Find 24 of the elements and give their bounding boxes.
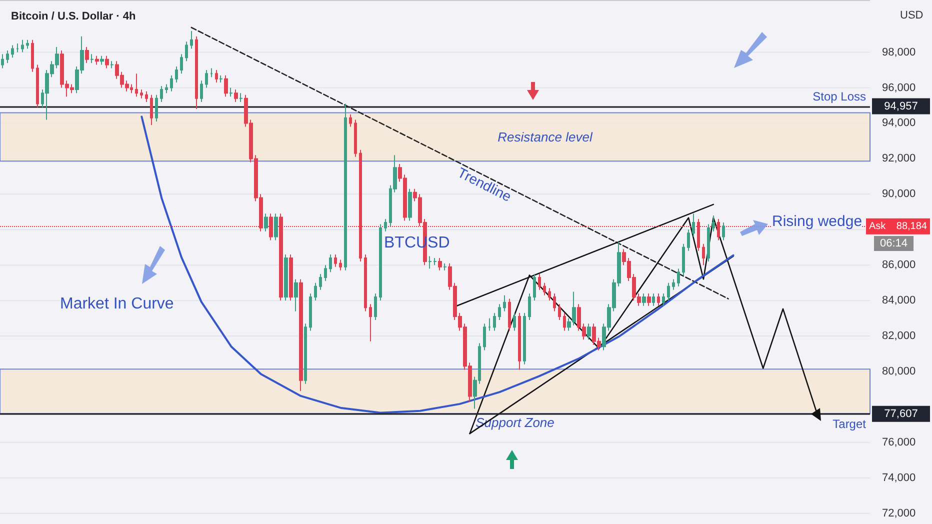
y-tick-label: 98,000 [882,46,916,58]
y-tick-label: 82,000 [882,330,916,342]
text: Bitcoin / U.S. Dollar · 4h [11,10,136,22]
text: 06:14 [880,238,908,250]
band-label: Resistance level [498,129,594,144]
y-tick-label: 86,000 [882,259,916,272]
annotation: Market In Curve [60,296,174,312]
y-tick-label: 76,000 [882,436,916,448]
text: 94,957 [884,100,918,112]
y-tick-label: 74,000 [882,472,916,484]
y-tick-label: 96,000 [882,82,916,94]
y-tick-label: 84,000 [882,294,916,307]
y-tick-label: 94,000 [882,117,916,130]
ref-line-label: Stop Loss [812,89,866,104]
y-tick-label: 80,000 [882,365,916,378]
ref-line-label: Ask [869,220,887,232]
annotation: Rising wedge [772,213,862,230]
y-tick-label: 90,000 [882,188,916,200]
y-axis-title: USD [900,10,924,22]
y-tick-label: 92,000 [882,152,916,165]
text: 88,184 [896,220,928,232]
ref-line-label: Target [832,416,867,431]
text: 77,607 [884,408,918,420]
y-tick-label: 72,000 [882,507,916,520]
